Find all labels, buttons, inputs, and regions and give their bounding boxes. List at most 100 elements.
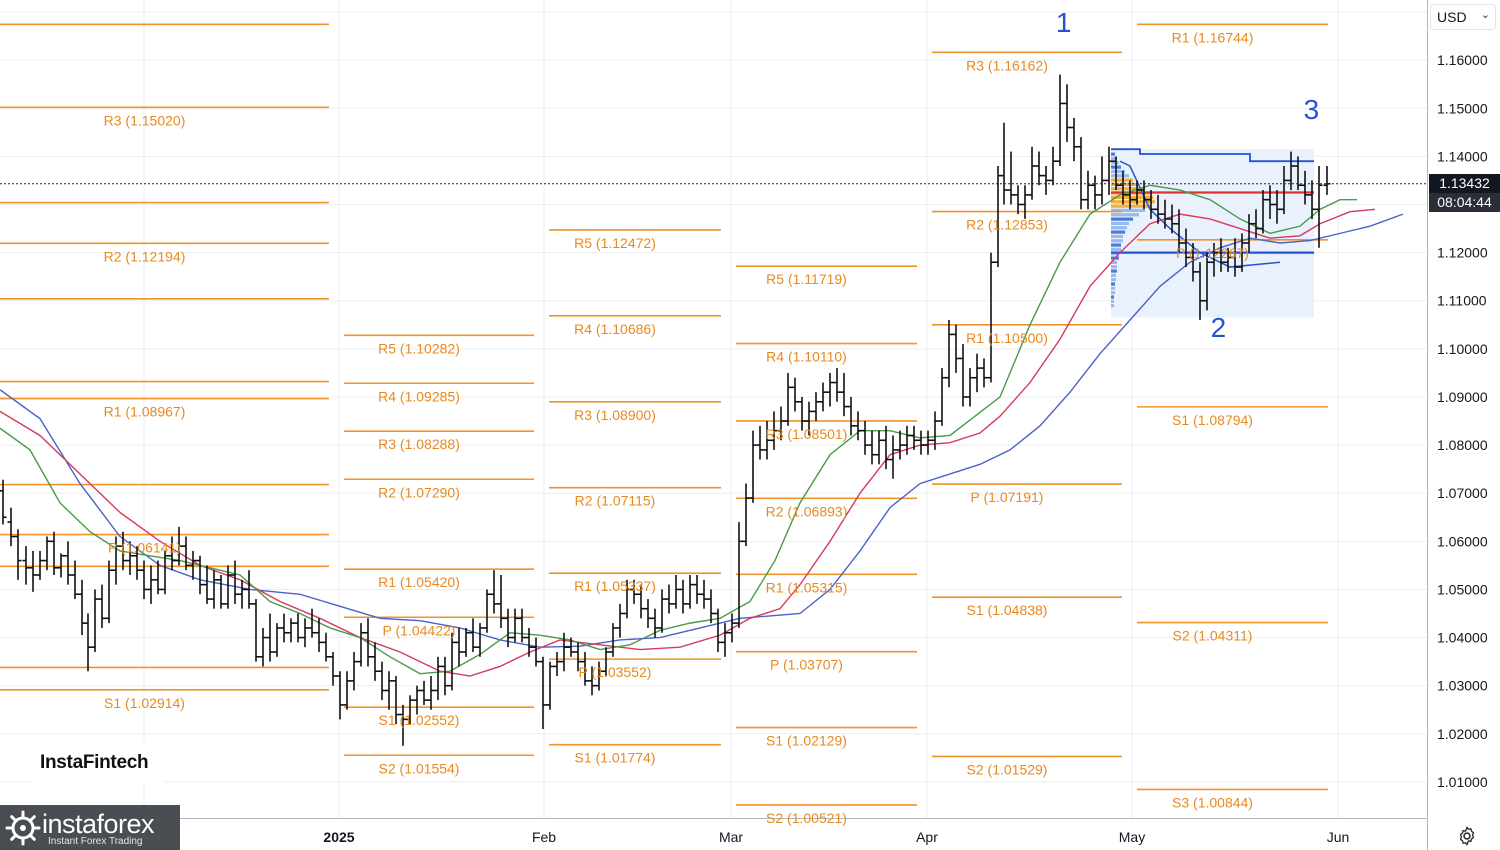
ohlc-bar <box>665 584 673 614</box>
ohlc-bar <box>1161 199 1169 229</box>
pivot-label: R1 (1.08967) <box>104 404 186 420</box>
ohlc-bar <box>189 550 197 580</box>
brand-logo-icon <box>5 810 41 846</box>
pivot-label: R5 (1.10282) <box>378 340 460 356</box>
volume-bar <box>1111 221 1129 226</box>
price-tick-label: 1.09000 <box>1437 389 1488 405</box>
ohlc-bar <box>756 425 764 460</box>
ohlc-bar <box>308 608 316 638</box>
ohlc-bar <box>0 479 7 525</box>
ohlc-bar <box>441 656 449 696</box>
price-tick-label: 1.15000 <box>1437 100 1488 116</box>
ohlc-bar <box>427 676 435 710</box>
chevron-down-icon: ⌄ <box>1480 9 1490 21</box>
time-tick-label: Mar <box>719 829 743 845</box>
ohlc-bar <box>1021 185 1029 219</box>
volume-bar <box>1111 243 1121 247</box>
ohlc-bar <box>798 396 806 431</box>
ohlc-bar <box>735 522 743 628</box>
ohlc-bar <box>826 372 834 407</box>
volume-bar <box>1111 178 1133 182</box>
ohlc-bar <box>1231 238 1239 277</box>
ohlc-bar <box>1105 146 1113 195</box>
ohlc-bar <box>196 555 204 595</box>
ohlc-bar <box>637 584 645 619</box>
ohlc-bar <box>266 613 274 662</box>
ohlc-bar <box>224 565 232 609</box>
gear-icon[interactable] <box>1456 825 1478 847</box>
pivot-label: S2 (1.00521) <box>766 810 847 826</box>
pivot-label: R1 (1.10500) <box>966 330 1048 346</box>
ohlc-bar <box>658 589 666 633</box>
ohlc-bar <box>833 368 841 402</box>
price-tick-label: 1.14000 <box>1437 148 1488 164</box>
ohlc-bar <box>987 252 995 383</box>
moving-average-line <box>0 213 1404 648</box>
ohlc-bar <box>623 579 631 619</box>
ohlc-bar <box>875 430 883 465</box>
pivot-label: S1 (1.01774) <box>575 750 656 766</box>
ohlc-bar <box>203 565 211 604</box>
currency-selector[interactable]: USD ⌄ <box>1430 4 1496 30</box>
ohlc-bar <box>280 613 288 643</box>
ohlc-bar <box>119 531 127 571</box>
volume-bar <box>1111 213 1139 217</box>
ohlc-bar <box>71 560 79 600</box>
ohlc-bar <box>413 685 421 715</box>
ohlc-bar <box>105 560 113 624</box>
pivot-label: R3 (1.08900) <box>574 407 656 423</box>
price-axis-bg <box>1427 0 1500 850</box>
ohlc-bar <box>539 656 547 729</box>
ohlc-bar <box>350 651 358 691</box>
ohlc-bars <box>0 74 1427 746</box>
ohlc-bar <box>700 579 708 609</box>
ohlc-bar <box>315 618 323 652</box>
ohlc-bar <box>581 651 589 686</box>
ohlc-bar <box>238 579 246 609</box>
current-price-label: 1.13432 08:04:44 <box>1429 173 1500 212</box>
ohlc-bar <box>1133 180 1141 205</box>
time-tick-label: Feb <box>532 829 556 845</box>
ohlc-bar <box>749 430 757 503</box>
price-tick-label: 1.16000 <box>1437 52 1488 68</box>
ohlc-bar <box>36 550 44 580</box>
volume-bar <box>1111 204 1151 208</box>
volume-bar <box>1111 174 1129 178</box>
ohlc-bar <box>518 608 526 643</box>
time-tick-label: Apr <box>916 829 938 845</box>
pivot-label: P (1.03552) <box>579 664 652 680</box>
ohlc-bar <box>1323 166 1331 195</box>
pivot-label: R3 (1.15020) <box>104 112 186 128</box>
price-tick-label: 1.08000 <box>1437 437 1488 453</box>
price-tick-label: 1.01000 <box>1437 774 1488 790</box>
volume-bar <box>1111 195 1153 200</box>
pivot-label: S2 (1.04311) <box>1173 628 1253 644</box>
pivot-label: S1 (1.02552) <box>379 712 460 728</box>
wave-label: 1 <box>1056 7 1072 38</box>
pivot-label: R3 (1.16162) <box>966 57 1048 73</box>
ohlc-bar <box>84 613 92 672</box>
ohlc-bar <box>91 589 99 652</box>
ohlc-bar <box>64 541 72 585</box>
time-tick-label: 2025 <box>323 829 354 845</box>
volume-bar <box>1111 265 1117 269</box>
ohlc-bar <box>553 651 561 677</box>
volume-bar <box>1111 208 1145 213</box>
ohlc-bar <box>483 589 491 633</box>
volume-bar <box>1111 217 1133 221</box>
ohlc-bar <box>917 430 925 455</box>
ohlc-bar <box>1196 262 1204 320</box>
ohlc-bar <box>399 704 407 746</box>
pivot-label: S2 (1.01529) <box>967 761 1048 777</box>
time-tick-label: May <box>1119 829 1145 845</box>
price-tick-label: 1.03000 <box>1437 678 1488 694</box>
ohlc-bar <box>812 392 820 422</box>
pivot-label: R2 (1.07115) <box>575 493 656 509</box>
volume-bar <box>1111 234 1123 239</box>
ohlc-bar <box>161 550 169 595</box>
ohlc-bar <box>154 560 162 595</box>
value-area-box <box>1111 149 1314 318</box>
pivot-label: R1 (1.05337) <box>574 578 656 594</box>
ohlc-bar <box>497 575 505 628</box>
